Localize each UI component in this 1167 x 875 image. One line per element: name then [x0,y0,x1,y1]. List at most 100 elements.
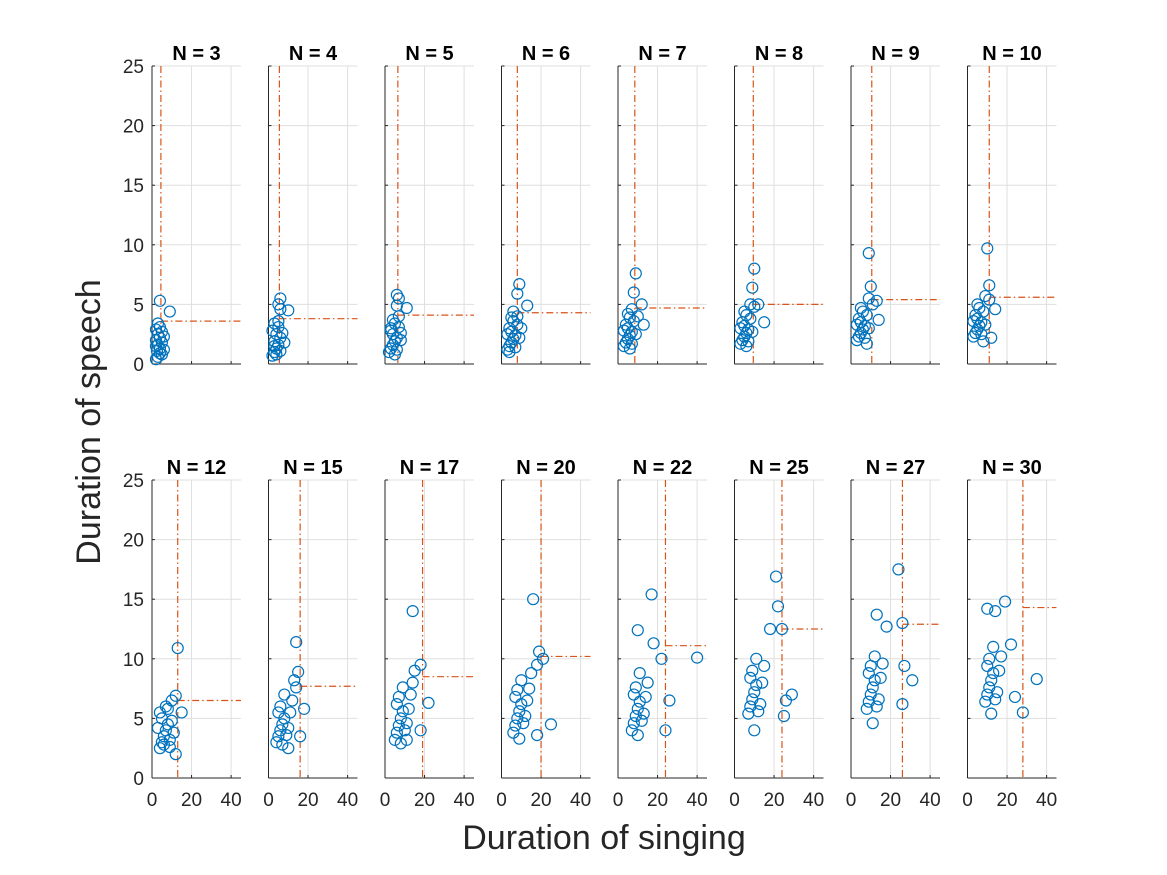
data-point [157,343,170,356]
data-point [388,733,401,746]
data-point [406,676,419,689]
data-point [977,335,990,348]
data-point [756,676,769,689]
data-point [998,595,1012,608]
data-point [272,320,285,334]
data-point [507,305,520,318]
data-point [629,328,642,341]
panel-title: N = 30 [982,457,1041,479]
data-point [151,317,165,330]
data-point [637,707,650,720]
data-point [386,313,400,326]
panel: 0 5 10 15 20 25 0 20 40 N = 12 [123,457,242,811]
x-tick-label: 40 [687,790,708,811]
data-point [868,650,881,663]
data-point [390,288,403,301]
data-point [1004,638,1018,651]
data-point [627,717,640,730]
data-point [872,313,885,326]
data-point [390,299,403,312]
panel-title: N = 15 [283,457,342,479]
y-tick-label: 0 [133,769,144,790]
x-axis-label: Duration of singing [462,819,746,857]
data-point [748,300,761,313]
data-point [414,724,427,737]
data-point [896,697,909,711]
data-point [750,652,763,665]
data-point [268,340,281,353]
data-point [408,664,421,677]
data-point [637,318,650,331]
panel-title: N = 5 [405,43,453,65]
data-point [621,307,634,321]
data-point [866,681,879,694]
panel: N = 5 [382,43,474,365]
data-point [981,242,994,255]
data-point [854,301,867,315]
data-point [981,688,994,701]
x-tick-label: 40 [803,790,824,811]
data-point [738,305,751,318]
x-tick-label: 40 [1036,790,1057,811]
x-tick-label: 20 [181,790,202,811]
data-point [517,717,530,730]
y-tick-label: 20 [123,117,144,138]
panel: 0 20 40 N = 20 [496,457,591,811]
panel: 0 20 40 N = 17 [380,457,475,811]
data-point [742,707,755,720]
data-point [775,622,789,636]
data-point [981,602,994,615]
panel-title: N = 3 [172,43,220,65]
x-tick-label: 20 [996,790,1017,811]
data-point [985,674,998,687]
data-point [967,314,980,328]
data-point [402,702,415,715]
data-point [862,695,875,708]
data-point [750,678,763,692]
data-point [509,690,522,704]
data-point [771,600,785,613]
data-point [874,671,887,684]
data-point [157,738,170,751]
data-point [734,322,747,335]
panel-title: N = 22 [633,457,692,479]
data-point [868,674,881,687]
data-point [521,694,534,707]
data-point [979,289,992,303]
data-point [983,293,996,306]
panel: 0 5 10 15 20 25 N = 3 [123,43,241,376]
data-point [631,624,644,637]
x-tick-label: 20 [414,790,435,811]
data-point [519,709,532,723]
data-point [995,650,1008,663]
x-tick-label: 20 [530,790,551,811]
y-tick-label: 25 [123,57,144,78]
data-point [167,726,180,739]
data-point [298,702,311,715]
data-point [979,318,992,331]
data-point [294,730,307,743]
data-point [860,702,873,715]
data-point [292,665,305,679]
data-point [989,693,1002,706]
data-point [748,262,761,275]
data-point [1016,706,1029,719]
data-point [744,298,757,311]
data-point [151,721,165,735]
panel-title: N = 6 [522,43,570,65]
data-point [906,674,919,687]
data-point [398,724,411,737]
data-point [270,348,283,361]
data-point [1008,690,1022,704]
data-point [746,664,759,677]
data-point [971,298,984,311]
x-tick-label: 0 [962,790,973,811]
data-point [515,674,528,687]
data-point [983,279,996,292]
data-point [515,697,528,711]
panel-title: N = 4 [289,43,338,65]
data-point [272,314,285,328]
data-point [521,299,534,312]
data-point [175,706,188,719]
